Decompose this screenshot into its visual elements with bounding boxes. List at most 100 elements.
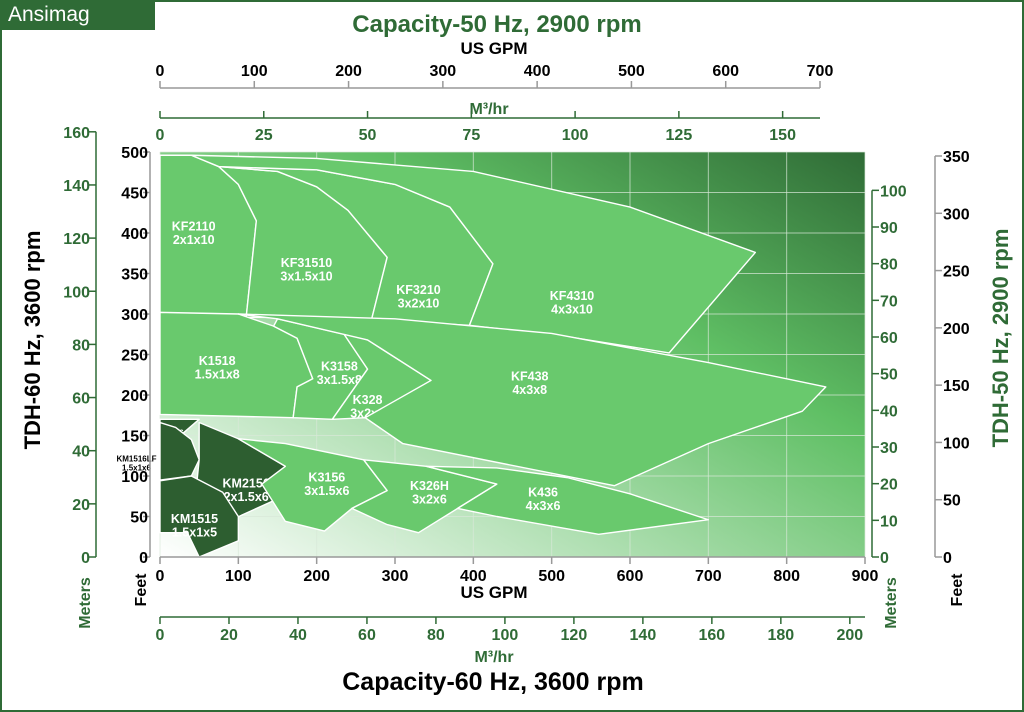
y-left-feet-tick-label: 100: [121, 469, 148, 486]
y-right-meters-tick-label: 50: [880, 367, 898, 384]
y-right-feet-tick-label: 350: [943, 149, 970, 166]
x-top-m3-tick-label: 125: [666, 127, 693, 144]
y-left-meters-tick-label: 0: [81, 550, 90, 567]
region-label-model: KF31510: [281, 256, 332, 270]
x-bottom-m3-title: M³/hr: [474, 649, 513, 666]
region-label-size: 3x1.5x10: [280, 270, 332, 284]
x-top-m3-tick-label: 150: [769, 127, 796, 144]
y-left-meters-title: Meters: [77, 577, 94, 629]
x-top-gpm-title: US GPM: [460, 39, 527, 58]
y-right-feet-tick-label: 100: [943, 435, 970, 452]
region-label-model: K3156: [308, 471, 345, 485]
region-label-size: 2x1.5x6: [224, 490, 269, 504]
x-bottom-gpm-tick-label: 300: [382, 568, 409, 585]
x-top-gpm-tick-label: 100: [241, 63, 268, 80]
y-left-feet-tick-label: 50: [130, 510, 148, 527]
y-right-meters-tick-label: 90: [880, 220, 898, 237]
x-top-m3-tick-label: 50: [359, 127, 377, 144]
x-bottom-gpm-tick-label: 200: [303, 568, 330, 585]
x-top-gpm-tick-label: 500: [618, 63, 645, 80]
x-top-m3-tick-label: 100: [562, 127, 589, 144]
y-right-meters-tick-label: 20: [880, 477, 898, 494]
region-label-model: K1518: [199, 354, 236, 368]
y-right-meters-tick-label: 40: [880, 403, 898, 420]
y-right-meters-tick-label: 100: [880, 183, 907, 200]
y-left-feet-title: Feet: [133, 573, 150, 607]
region-label-size: 1.5x1x8: [195, 368, 240, 382]
x-bottom-m3-tick-label: 180: [767, 627, 794, 644]
y-left-feet-tick-label: 400: [121, 226, 148, 243]
x-bottom-m3-tick-label: 120: [561, 627, 588, 644]
x-bottom-m3-tick-label: 0: [156, 627, 165, 644]
y-left-meters-tick-label: 140: [63, 178, 90, 195]
y-right-feet-tick-label: 250: [943, 264, 970, 281]
y-right-meters-tick-label: 0: [880, 550, 889, 567]
y-left-feet-tick-label: 300: [121, 307, 148, 324]
region-label-model: KF2110: [172, 220, 216, 234]
y-right-meters-tick-label: 70: [880, 293, 898, 310]
y-left-meters-tick-label: 20: [72, 497, 90, 514]
y-title-left: TDH-60 Hz, 3600 rpm: [20, 231, 45, 450]
region-label-model: KF438: [511, 369, 549, 383]
y-left-meters-tick-label: 160: [63, 125, 90, 142]
x-bottom-m3-tick-label: 200: [836, 627, 863, 644]
chart-title-bottom: Capacity-60 Hz, 3600 rpm: [342, 668, 644, 696]
y-left-meters-tick-label: 100: [63, 284, 90, 301]
x-top-gpm-tick-label: 600: [712, 63, 739, 80]
y-left-feet-tick-label: 250: [121, 348, 148, 365]
region-label-size: 3x1.5x6: [304, 484, 349, 498]
y-right-meters-tick-label: 80: [880, 257, 898, 274]
y-right-meters-tick-label: 10: [880, 513, 898, 530]
region-label-model: K436: [528, 485, 558, 499]
x-top-gpm-tick-label: 400: [524, 63, 551, 80]
brand-logo: Ansimag: [0, 0, 155, 30]
y-right-meters-tick-label: 60: [880, 330, 898, 347]
x-bottom-gpm-tick-label: 900: [852, 568, 879, 585]
x-top-gpm-tick-label: 0: [156, 63, 165, 80]
region-label-size: 2x1x10: [173, 233, 215, 247]
region-label-size: 1.5x1x5: [172, 525, 217, 539]
region-label-size: 4x3x6: [526, 499, 561, 513]
y-right-meters-tick-label: 30: [880, 440, 898, 457]
y-right-feet-tick-label: 300: [943, 206, 970, 223]
region-label-size: 3x2x6: [412, 492, 447, 506]
pump-region-k436: [425, 465, 710, 536]
region-label-model: KF4310: [550, 289, 595, 303]
x-top-m3-tick-label: 0: [156, 127, 165, 144]
region-label-model: KM2156: [223, 476, 270, 490]
x-top-gpm-tick-label: 700: [807, 63, 834, 80]
x-bottom-gpm-tick-label: 700: [695, 568, 722, 585]
region-label-size: 3x2x10: [398, 296, 440, 310]
x-top-gpm-tick-label: 300: [430, 63, 457, 80]
y-left-feet-tick-label: 350: [121, 267, 148, 284]
region-label-size: 4x3x10: [551, 303, 593, 317]
region-label-model: KF3210: [396, 283, 441, 297]
region-label-model: K326H: [410, 479, 449, 493]
x-bottom-gpm-title: US GPM: [460, 583, 527, 602]
chart-title-top: Capacity-50 Hz, 2900 rpm: [352, 11, 641, 38]
y-right-feet-tick-label: 200: [943, 321, 970, 338]
pump-region-k3156: [237, 438, 388, 532]
x-bottom-gpm-tick-label: 0: [156, 568, 165, 585]
region-label-size: 4x3x8: [512, 383, 547, 397]
y-right-feet-tick-label: 0: [943, 550, 952, 567]
x-bottom-m3-tick-label: 140: [630, 627, 657, 644]
x-bottom-m3-tick-label: 20: [220, 627, 238, 644]
region-label-size: 3x1.5x8: [317, 373, 362, 387]
region-label-model: KM1515: [171, 512, 218, 526]
y-left-feet-tick-label: 450: [121, 186, 148, 203]
region-label-model: K3158: [321, 360, 358, 374]
x-bottom-gpm-tick-label: 500: [538, 568, 565, 585]
x-top-m3-tick-label: 75: [462, 127, 480, 144]
y-title-right: TDH-50 Hz, 2900 rpm: [988, 229, 1013, 448]
x-bottom-gpm-tick-label: 600: [617, 568, 644, 585]
y-left-meters-tick-label: 60: [72, 391, 90, 408]
y-left-feet-tick-label: 150: [121, 429, 148, 446]
y-left-feet-tick-label: 200: [121, 388, 148, 405]
y-left-meters-tick-label: 40: [72, 444, 90, 461]
x-bottom-gpm-tick-label: 400: [460, 568, 487, 585]
x-bottom-m3-tick-label: 100: [492, 627, 519, 644]
